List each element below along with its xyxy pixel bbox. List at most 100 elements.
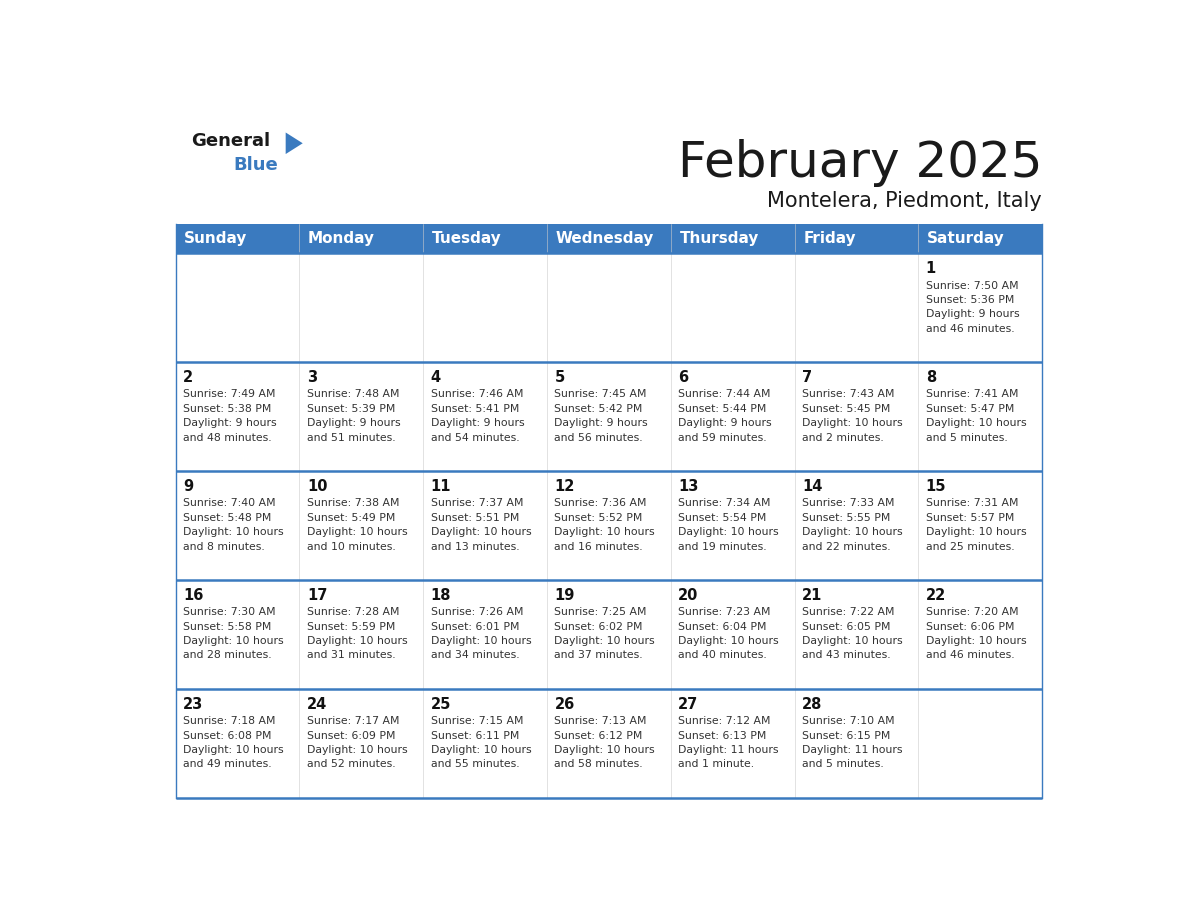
Text: Sunrise: 7:13 AM
Sunset: 6:12 PM
Daylight: 10 hours
and 58 minutes.: Sunrise: 7:13 AM Sunset: 6:12 PM Dayligh… (555, 716, 655, 769)
Text: Sunrise: 7:31 AM
Sunset: 5:57 PM
Daylight: 10 hours
and 25 minutes.: Sunrise: 7:31 AM Sunset: 5:57 PM Dayligh… (925, 498, 1026, 552)
Text: Sunrise: 7:22 AM
Sunset: 6:05 PM
Daylight: 10 hours
and 43 minutes.: Sunrise: 7:22 AM Sunset: 6:05 PM Dayligh… (802, 607, 903, 660)
Text: Sunrise: 7:18 AM
Sunset: 6:08 PM
Daylight: 10 hours
and 49 minutes.: Sunrise: 7:18 AM Sunset: 6:08 PM Dayligh… (183, 716, 284, 769)
Bar (918, 363, 1042, 471)
Text: 6: 6 (678, 370, 688, 385)
Text: 26: 26 (555, 697, 575, 711)
Text: 17: 17 (307, 588, 327, 602)
Text: Sunrise: 7:48 AM
Sunset: 5:39 PM
Daylight: 9 hours
and 51 minutes.: Sunrise: 7:48 AM Sunset: 5:39 PM Dayligh… (307, 389, 400, 442)
Bar (546, 471, 671, 580)
Text: 12: 12 (555, 479, 575, 494)
Bar (918, 688, 1042, 798)
Text: Sunrise: 7:28 AM
Sunset: 5:59 PM
Daylight: 10 hours
and 31 minutes.: Sunrise: 7:28 AM Sunset: 5:59 PM Dayligh… (307, 607, 407, 660)
Text: Sunrise: 7:25 AM
Sunset: 6:02 PM
Daylight: 10 hours
and 37 minutes.: Sunrise: 7:25 AM Sunset: 6:02 PM Dayligh… (555, 607, 655, 660)
Text: Tuesday: Tuesday (432, 231, 501, 246)
Bar (918, 471, 1042, 580)
Bar (176, 224, 1042, 253)
Bar (299, 471, 423, 580)
Bar (176, 688, 299, 798)
Text: Sunrise: 7:40 AM
Sunset: 5:48 PM
Daylight: 10 hours
and 8 minutes.: Sunrise: 7:40 AM Sunset: 5:48 PM Dayligh… (183, 498, 284, 552)
Text: Monday: Monday (308, 231, 375, 246)
Bar (671, 363, 795, 471)
Bar (423, 471, 546, 580)
Bar (671, 471, 795, 580)
Text: 25: 25 (430, 697, 451, 711)
Text: Saturday: Saturday (927, 231, 1005, 246)
Bar (299, 363, 423, 471)
Text: 27: 27 (678, 697, 699, 711)
Bar (299, 580, 423, 688)
Bar (795, 471, 918, 580)
Bar (671, 580, 795, 688)
Text: 3: 3 (307, 370, 317, 385)
Text: Sunrise: 7:37 AM
Sunset: 5:51 PM
Daylight: 10 hours
and 13 minutes.: Sunrise: 7:37 AM Sunset: 5:51 PM Dayligh… (430, 498, 531, 552)
Text: Friday: Friday (803, 231, 855, 246)
Bar (176, 363, 299, 471)
Text: Sunrise: 7:17 AM
Sunset: 6:09 PM
Daylight: 10 hours
and 52 minutes.: Sunrise: 7:17 AM Sunset: 6:09 PM Dayligh… (307, 716, 407, 769)
Bar (299, 253, 423, 363)
Text: 16: 16 (183, 588, 203, 602)
Text: 22: 22 (925, 588, 946, 602)
Bar (918, 580, 1042, 688)
Text: 14: 14 (802, 479, 822, 494)
Text: Sunrise: 7:36 AM
Sunset: 5:52 PM
Daylight: 10 hours
and 16 minutes.: Sunrise: 7:36 AM Sunset: 5:52 PM Dayligh… (555, 498, 655, 552)
Text: Sunrise: 7:43 AM
Sunset: 5:45 PM
Daylight: 10 hours
and 2 minutes.: Sunrise: 7:43 AM Sunset: 5:45 PM Dayligh… (802, 389, 903, 442)
Text: Sunrise: 7:12 AM
Sunset: 6:13 PM
Daylight: 11 hours
and 1 minute.: Sunrise: 7:12 AM Sunset: 6:13 PM Dayligh… (678, 716, 778, 769)
Polygon shape (285, 132, 303, 154)
Text: Sunrise: 7:49 AM
Sunset: 5:38 PM
Daylight: 9 hours
and 48 minutes.: Sunrise: 7:49 AM Sunset: 5:38 PM Dayligh… (183, 389, 277, 442)
Text: 9: 9 (183, 479, 194, 494)
Text: General: General (191, 131, 270, 150)
Text: Wednesday: Wednesday (556, 231, 655, 246)
Bar (176, 471, 299, 580)
Text: Montelera, Piedmont, Italy: Montelera, Piedmont, Italy (767, 191, 1042, 211)
Bar (546, 688, 671, 798)
Bar (546, 363, 671, 471)
Bar (423, 688, 546, 798)
Bar (795, 688, 918, 798)
Bar (671, 253, 795, 363)
Text: Sunrise: 7:15 AM
Sunset: 6:11 PM
Daylight: 10 hours
and 55 minutes.: Sunrise: 7:15 AM Sunset: 6:11 PM Dayligh… (430, 716, 531, 769)
Bar (423, 253, 546, 363)
Text: Sunrise: 7:38 AM
Sunset: 5:49 PM
Daylight: 10 hours
and 10 minutes.: Sunrise: 7:38 AM Sunset: 5:49 PM Dayligh… (307, 498, 407, 552)
Bar (299, 688, 423, 798)
Bar (918, 253, 1042, 363)
Text: 24: 24 (307, 697, 327, 711)
Text: 21: 21 (802, 588, 822, 602)
Text: 15: 15 (925, 479, 946, 494)
Text: 18: 18 (430, 588, 451, 602)
Text: Sunrise: 7:50 AM
Sunset: 5:36 PM
Daylight: 9 hours
and 46 minutes.: Sunrise: 7:50 AM Sunset: 5:36 PM Dayligh… (925, 281, 1019, 334)
Text: February 2025: February 2025 (677, 140, 1042, 187)
Bar (546, 580, 671, 688)
Text: Sunrise: 7:33 AM
Sunset: 5:55 PM
Daylight: 10 hours
and 22 minutes.: Sunrise: 7:33 AM Sunset: 5:55 PM Dayligh… (802, 498, 903, 552)
Text: 2: 2 (183, 370, 194, 385)
Text: Sunrise: 7:10 AM
Sunset: 6:15 PM
Daylight: 11 hours
and 5 minutes.: Sunrise: 7:10 AM Sunset: 6:15 PM Dayligh… (802, 716, 903, 769)
Text: 23: 23 (183, 697, 203, 711)
Text: Sunrise: 7:46 AM
Sunset: 5:41 PM
Daylight: 9 hours
and 54 minutes.: Sunrise: 7:46 AM Sunset: 5:41 PM Dayligh… (430, 389, 524, 442)
Text: 7: 7 (802, 370, 813, 385)
Text: Sunrise: 7:26 AM
Sunset: 6:01 PM
Daylight: 10 hours
and 34 minutes.: Sunrise: 7:26 AM Sunset: 6:01 PM Dayligh… (430, 607, 531, 660)
Text: 28: 28 (802, 697, 822, 711)
Text: Blue: Blue (234, 156, 278, 174)
Text: 5: 5 (555, 370, 564, 385)
Text: 4: 4 (430, 370, 441, 385)
Text: Sunrise: 7:34 AM
Sunset: 5:54 PM
Daylight: 10 hours
and 19 minutes.: Sunrise: 7:34 AM Sunset: 5:54 PM Dayligh… (678, 498, 779, 552)
Text: Sunday: Sunday (184, 231, 247, 246)
Bar (546, 253, 671, 363)
Bar (423, 363, 546, 471)
Text: Sunrise: 7:41 AM
Sunset: 5:47 PM
Daylight: 10 hours
and 5 minutes.: Sunrise: 7:41 AM Sunset: 5:47 PM Dayligh… (925, 389, 1026, 442)
Text: 20: 20 (678, 588, 699, 602)
Bar (795, 253, 918, 363)
Text: Sunrise: 7:20 AM
Sunset: 6:06 PM
Daylight: 10 hours
and 46 minutes.: Sunrise: 7:20 AM Sunset: 6:06 PM Dayligh… (925, 607, 1026, 660)
Text: 1: 1 (925, 261, 936, 276)
Text: Sunrise: 7:23 AM
Sunset: 6:04 PM
Daylight: 10 hours
and 40 minutes.: Sunrise: 7:23 AM Sunset: 6:04 PM Dayligh… (678, 607, 779, 660)
Text: Thursday: Thursday (680, 231, 759, 246)
Text: 19: 19 (555, 588, 575, 602)
Text: Sunrise: 7:30 AM
Sunset: 5:58 PM
Daylight: 10 hours
and 28 minutes.: Sunrise: 7:30 AM Sunset: 5:58 PM Dayligh… (183, 607, 284, 660)
Bar (671, 688, 795, 798)
Bar (795, 580, 918, 688)
Bar (423, 580, 546, 688)
Text: Sunrise: 7:44 AM
Sunset: 5:44 PM
Daylight: 9 hours
and 59 minutes.: Sunrise: 7:44 AM Sunset: 5:44 PM Dayligh… (678, 389, 772, 442)
Text: 10: 10 (307, 479, 328, 494)
Text: 11: 11 (430, 479, 451, 494)
Text: 13: 13 (678, 479, 699, 494)
Bar (176, 253, 299, 363)
